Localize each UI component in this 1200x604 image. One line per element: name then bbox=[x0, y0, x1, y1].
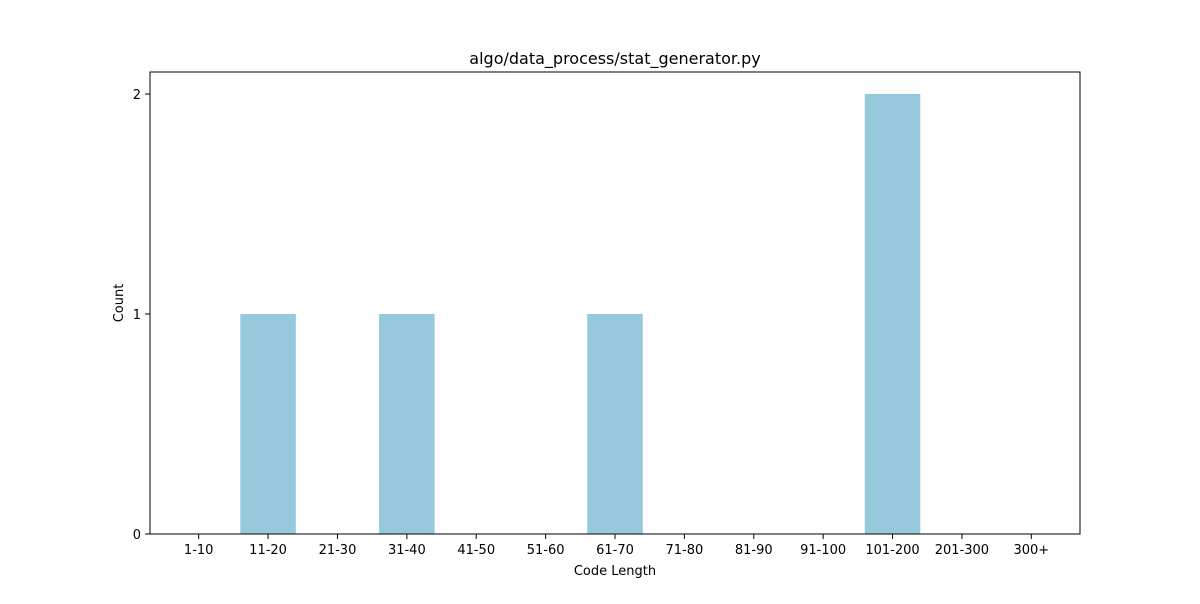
bars-group bbox=[240, 94, 921, 534]
x-tick-label: 1-10 bbox=[184, 543, 214, 558]
y-tick-label: 2 bbox=[133, 88, 141, 103]
x-tick-label: 11-20 bbox=[249, 543, 287, 558]
y-tick-label: 0 bbox=[133, 528, 141, 543]
x-tick-label: 21-30 bbox=[319, 543, 357, 558]
x-axis-ticks: 1-10 11-20 21-30 31-40 41-50 51-60 61-70 71-80 8… bbox=[184, 534, 1049, 558]
x-tick-label: 300+ bbox=[1013, 543, 1049, 558]
bar-101-200 bbox=[864, 94, 921, 534]
x-tick-label: 61-70 bbox=[596, 543, 634, 558]
chart-title: algo/data_process/stat_generator.py bbox=[469, 49, 760, 69]
x-tick-label: 91-100 bbox=[800, 543, 846, 558]
x-tick-label: 51-60 bbox=[527, 543, 565, 558]
x-tick-label: 201-300 bbox=[935, 543, 989, 558]
x-tick-label: 41-50 bbox=[457, 543, 495, 558]
y-axis-label: Count bbox=[112, 284, 127, 323]
y-axis-ticks: 0 1 2 bbox=[133, 88, 150, 543]
x-tick-label: 71-80 bbox=[665, 543, 703, 558]
x-tick-label: 31-40 bbox=[388, 543, 426, 558]
bar-31-40 bbox=[379, 314, 435, 534]
x-axis-label: Code Length bbox=[574, 564, 656, 579]
x-tick-label: 101-200 bbox=[865, 543, 919, 558]
y-tick-label: 1 bbox=[133, 308, 141, 323]
x-tick-label: 81-90 bbox=[735, 543, 773, 558]
bar-11-20 bbox=[240, 314, 296, 534]
bar-61-70 bbox=[587, 314, 643, 534]
